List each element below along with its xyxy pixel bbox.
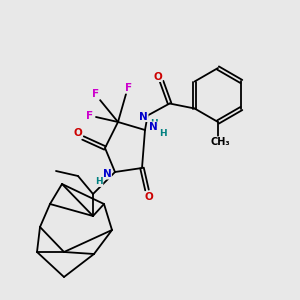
Text: N: N [103,169,111,179]
Text: O: O [145,192,153,202]
Text: H: H [150,119,158,128]
Text: O: O [153,71,162,82]
Text: O: O [74,128,82,138]
Text: F: F [92,89,100,99]
Text: N: N [139,112,148,122]
Text: CH₃: CH₃ [210,137,230,147]
Text: N: N [148,122,158,132]
Text: H: H [95,178,103,187]
Text: F: F [86,111,94,121]
Text: F: F [125,83,133,93]
Text: H: H [159,128,167,137]
